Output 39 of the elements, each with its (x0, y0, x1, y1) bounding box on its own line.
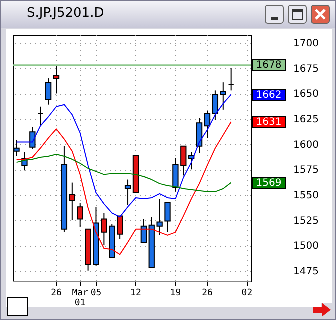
candlestick (30, 126, 36, 150)
candlestick (45, 78, 52, 106)
candlestick (77, 202, 84, 228)
y-tick-label: 1500 (294, 241, 319, 252)
x-tick-label: 19 (170, 288, 182, 298)
line-series (16, 122, 232, 256)
candlestick (220, 82, 226, 110)
y-tick-label: 1650 (294, 89, 319, 100)
y-tick-label: 1625 (294, 114, 319, 126)
candlestick (69, 182, 76, 221)
y-tick-label: 1550 (294, 190, 319, 202)
candlestick (53, 66, 60, 94)
candlestick (204, 110, 211, 139)
y-tick-label: 1700 (294, 38, 319, 50)
candlestick (124, 179, 132, 206)
x-tick-label: 26 (51, 288, 62, 298)
x-tick-label: 26 (202, 288, 213, 298)
candlestick (228, 68, 234, 92)
text: 1662 (252, 88, 286, 101)
line-series (16, 154, 232, 192)
candlestick (38, 106, 44, 127)
y-tick-label: 1575 (294, 165, 319, 176)
y-tick-label: 1525 (294, 216, 319, 227)
chart-title: S.JP.J5201.D (27, 6, 104, 21)
x-tick-label: 05 (90, 288, 102, 298)
candlestick (212, 90, 219, 121)
candlestick (140, 218, 148, 244)
x-tick-label: Mar 01 (72, 288, 90, 308)
y-tick-label: 1675 (294, 64, 319, 75)
text: 1631 (252, 116, 286, 128)
y-tick-label: 1600 (294, 140, 319, 151)
x-tick-label: 02 (242, 288, 253, 298)
candlestick (164, 202, 171, 233)
candlestick (116, 216, 124, 240)
candlestick (196, 118, 203, 154)
ref-line-label: 1678 (252, 59, 286, 72)
y-tick-label: 1475 (294, 266, 319, 278)
text: 1569 (252, 176, 286, 189)
x-tick-label: 12 (130, 288, 142, 298)
